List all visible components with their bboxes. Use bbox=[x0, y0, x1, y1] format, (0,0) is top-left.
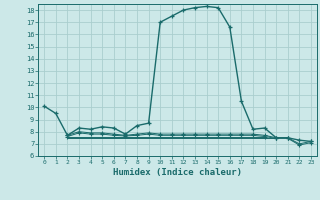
X-axis label: Humidex (Indice chaleur): Humidex (Indice chaleur) bbox=[113, 168, 242, 177]
